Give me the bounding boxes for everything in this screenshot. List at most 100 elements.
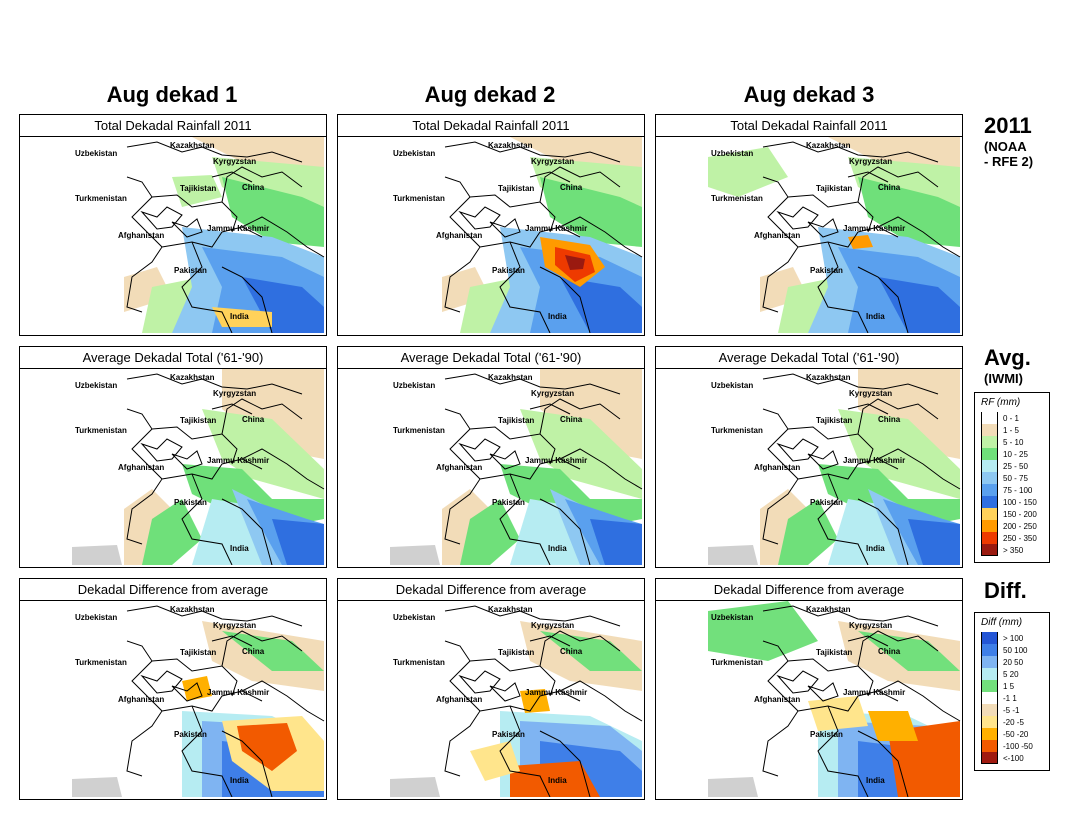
country-label: Jammu Kashmir — [843, 688, 905, 697]
difference-legend-swatch — [981, 716, 998, 728]
boundary-line — [211, 635, 253, 647]
boundary-line — [807, 218, 839, 238]
boundary-line — [539, 398, 621, 435]
map-image: Kazakhstan Uzbekistan Kyrgyzstan Tajikistan… — [338, 601, 644, 797]
rainfall-region — [222, 177, 324, 247]
rainfall-legend: RF (mm) 0 - 1 1 - 5 5 - 10 10 - 25 25 - 50 50… — [974, 392, 1050, 563]
rainfall-region — [708, 545, 758, 565]
rainfall-region — [222, 631, 324, 671]
boundary-line — [857, 266, 909, 333]
country-label: Kyrgyzstan — [849, 157, 892, 166]
boundary-line — [817, 241, 869, 333]
rainfall-legend-swatch — [981, 472, 998, 484]
rainfall-region — [72, 777, 122, 797]
rainfall-region — [878, 277, 960, 333]
map-panel-avg-1: Average Dekadal Total ('61-'90) Kazakhsta… — [19, 346, 327, 568]
country-label: India — [866, 312, 885, 321]
boundary-line — [817, 473, 869, 565]
boundary-line — [241, 448, 325, 490]
map-panel-title: Dekadal Difference from average — [20, 579, 326, 601]
rainfall-legend-row: 100 - 150 — [981, 496, 1043, 508]
boundary-line — [847, 403, 889, 415]
boundary-line — [444, 176, 481, 313]
boundary-line — [559, 448, 643, 490]
rainfall-region — [520, 409, 642, 499]
country-label: Kazakhstan — [170, 141, 215, 150]
boundary-line — [776, 438, 819, 462]
rainfall-legend-label: 250 - 350 — [1003, 533, 1037, 543]
boundary-line — [221, 630, 303, 667]
boundary-line — [140, 206, 183, 230]
country-label: Kazakhstan — [488, 141, 533, 150]
boundary-line — [221, 266, 273, 333]
boundary-line — [161, 690, 263, 712]
rainfall-legend-swatch — [981, 496, 998, 508]
rainfall-region — [540, 631, 642, 671]
boundary-line — [529, 635, 571, 647]
rainfall-legend-swatch — [981, 412, 998, 424]
rainfall-legend-title: RF (mm) — [981, 397, 1021, 408]
boundary-line — [221, 398, 303, 435]
difference-legend-swatch — [981, 644, 998, 656]
map-panel-avg-2: Average Dekadal Total ('61-'90) Kazakhsta… — [337, 346, 645, 568]
rainfall-region — [72, 545, 122, 565]
boundary-line — [797, 226, 899, 248]
rainfall-legend-swatch — [981, 484, 998, 496]
country-label: Afghanistan — [754, 231, 800, 240]
country-label: Pakistan — [174, 498, 207, 507]
map-svg: Kazakhstan Uzbekistan Kyrgyzstan Tajikistan… — [390, 369, 643, 565]
rfe-row-source-line-2: - RFE 2) — [984, 154, 1034, 169]
rainfall-region — [560, 277, 642, 333]
column-header-dekad-1: Aug dekad 1 — [106, 82, 238, 107]
boundary-line — [181, 705, 233, 797]
country-label: Afghanistan — [436, 231, 482, 240]
country-label: Pakistan — [492, 266, 525, 275]
rainfall-region — [590, 519, 642, 565]
rainfall-legend-row: 0 - 1 — [981, 412, 1043, 424]
rainfall-region — [540, 177, 642, 247]
country-label: Tajikistan — [816, 648, 852, 657]
boundary-line — [857, 166, 939, 203]
boundary-line — [126, 408, 163, 545]
difference-legend-swatch — [981, 752, 998, 764]
difference-legend-title: Diff (mm) — [981, 617, 1023, 628]
difference-legend-row: -50 -20 — [981, 728, 1043, 740]
map-svg: Kazakhstan Uzbekistan Kyrgyzstan Tajikistan… — [75, 137, 325, 333]
boundary-line — [857, 498, 909, 565]
boundary-line — [469, 658, 556, 697]
map-panel-diff-1: Dekadal Difference from average Kazakhsta… — [19, 578, 327, 800]
rainfall-legend-swatch — [981, 460, 998, 472]
country-label: China — [560, 415, 583, 424]
country-label: Turkmenistan — [711, 426, 763, 435]
country-label: Turkmenistan — [75, 658, 127, 667]
country-label: India — [230, 312, 249, 321]
country-label: Kyrgyzstan — [531, 389, 574, 398]
rainfall-legend-swatch — [981, 520, 998, 532]
boundary-line — [762, 408, 799, 545]
rainfall-region — [778, 499, 838, 565]
rainfall-region — [808, 696, 868, 731]
difference-legend-swatch — [981, 740, 998, 752]
difference-legend-label: -20 -5 — [1003, 717, 1024, 727]
map-image: Kazakhstan Uzbekistan Kyrgyzstan Tajikistan… — [20, 137, 326, 333]
difference-legend-swatch — [981, 668, 998, 680]
map-panel-title: Total Dekadal Rainfall 2011 — [656, 115, 962, 137]
boundary-line — [539, 630, 621, 667]
boundary-line — [499, 705, 551, 797]
country-label: Uzbekistan — [75, 613, 117, 622]
rainfall-region — [708, 601, 818, 661]
boundary-line — [221, 498, 273, 565]
country-label: Jammu Kashmir — [525, 688, 587, 697]
rainfall-legend-row: 10 - 25 — [981, 448, 1043, 460]
country-label: Tajikistan — [816, 184, 852, 193]
country-label: Turkmenistan — [75, 426, 127, 435]
boundary-line — [787, 426, 874, 465]
difference-legend-row: -5 -1 — [981, 704, 1043, 716]
boundary-line — [559, 216, 643, 258]
boundary-line — [241, 216, 325, 258]
country-label: Tajikistan — [498, 648, 534, 657]
map-panel-title: Average Dekadal Total ('61-'90) — [656, 347, 962, 369]
rainfall-region — [390, 777, 440, 797]
country-label: Uzbekistan — [393, 149, 435, 158]
rainfall-region — [182, 676, 212, 701]
